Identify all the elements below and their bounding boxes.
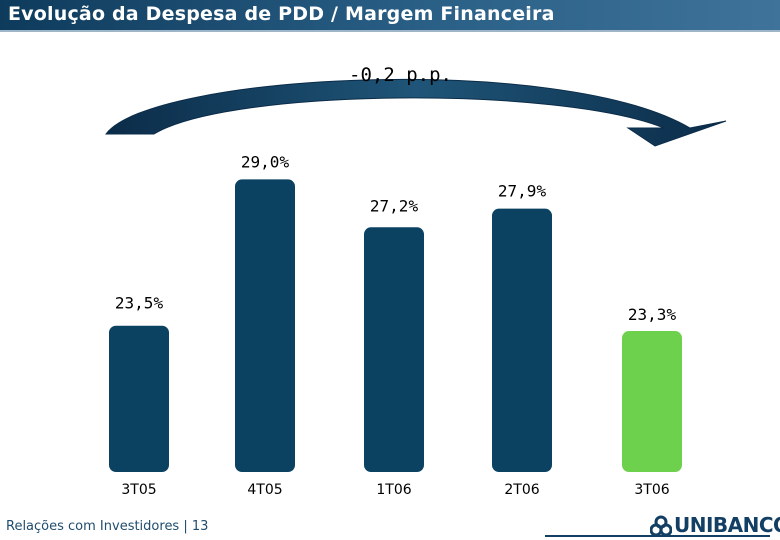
logo-underline: [545, 535, 770, 537]
value-label-4T05: 29,0%: [241, 152, 290, 171]
bar-2T06: [492, 208, 552, 472]
category-labels-group: 3T05 4T05 1T06 2T06 3T06: [121, 482, 669, 498]
bars-group: [109, 179, 682, 472]
bar-4T05: [235, 179, 295, 472]
category-label-2T06: 2T06: [504, 482, 539, 498]
variation-label: -0,2 p.p.: [349, 64, 452, 86]
footer-text: Relações com Investidores | 13: [6, 519, 209, 534]
value-label-3T06: 23,3%: [628, 305, 677, 324]
category-label-3T05: 3T05: [121, 482, 156, 498]
unibanco-logo: UNIBANCO: [650, 512, 780, 538]
unibanco-logo-icon: [650, 515, 672, 537]
logo-text: UNIBANCO: [674, 513, 780, 537]
bar-3T05: [109, 325, 169, 472]
bar-1T06: [364, 227, 424, 472]
value-label-1T06: 27,2%: [370, 196, 419, 215]
variation-arrow: [105, 78, 727, 147]
title-underline: [0, 30, 780, 32]
category-label-4T05: 4T05: [247, 482, 282, 498]
value-label-3T05: 23,5%: [115, 294, 164, 313]
value-labels-group: 23,5% 29,0% 27,2% 27,9% 23,3%: [115, 152, 677, 324]
value-label-2T06: 27,9%: [498, 182, 547, 201]
page-title: Evolução da Despesa de PDD / Margem Fina…: [8, 3, 555, 25]
category-label-1T06: 1T06: [376, 482, 411, 498]
title-bar: Evolução da Despesa de PDD / Margem Fina…: [0, 0, 780, 30]
bar-3T06: [622, 331, 682, 472]
category-label-3T06: 3T06: [634, 482, 669, 498]
